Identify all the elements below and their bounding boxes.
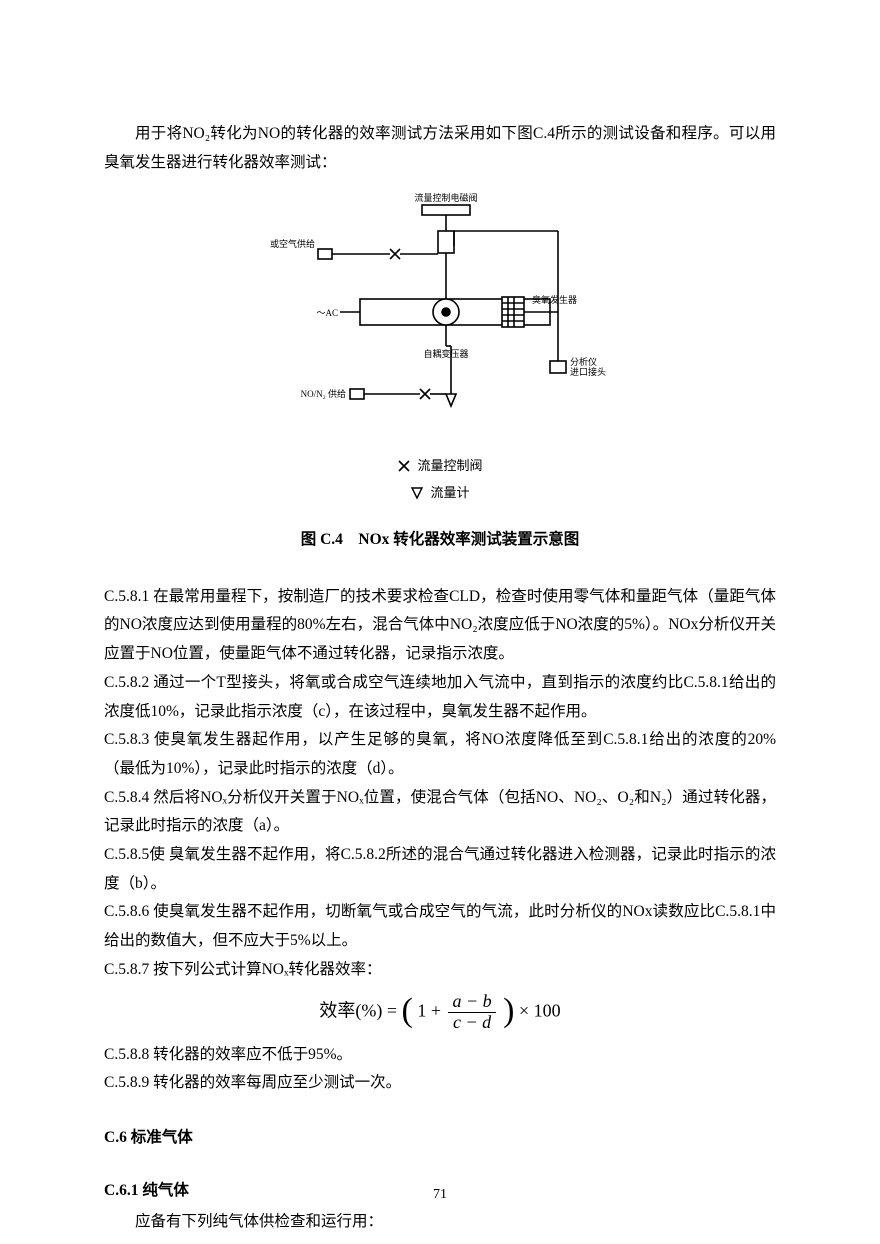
label-analyzer2: 进口接头 <box>570 366 606 377</box>
label-no-supply: NO/N₂ 供给 <box>301 388 346 399</box>
para-c5-8-8: C.5.8.8 转化器的效率应不低于95%。 <box>104 1041 776 1070</box>
legend-valve: 流量控制阀 <box>417 454 482 478</box>
para-c5-8-4: C.5.8.4 然后将NOₓ分析仪开关置于NOₓ位置，使混合气体（包括NO、NO… <box>104 784 776 841</box>
para-c5-8-9: C.5.8.9 转化器的效率每周应至少测试一次。 <box>104 1069 776 1098</box>
label-ac: ～AC <box>316 308 338 318</box>
label-ozone: 臭氧发生器 <box>532 294 577 305</box>
para-c6-1-text: 应备有下列纯气体供检查和运行用： <box>104 1208 776 1237</box>
page-number: 71 <box>0 1182 880 1208</box>
label-left-supply: 氮或空气供给 <box>270 238 315 249</box>
para-c5-8-5: C.5.8.5使 臭氧发生器不起作用，将C.5.8.2所述的混合气通过转化器进入… <box>104 841 776 898</box>
para-c5-8-3: C.5.8.3 使臭氧发生器起作用，以产生足够的臭氧，将NO浓度降低至到C.5.… <box>104 726 776 783</box>
label-analyzer1: 分析仪 <box>570 356 597 367</box>
formula-one: 1 + <box>417 1001 441 1021</box>
para-c5-8-6: C.5.8.6 使臭氧发生器不起作用，切断氧气或合成空气的气流，此时分析仪的NO… <box>104 898 776 955</box>
formula-denominator: c − d <box>448 1013 495 1033</box>
formula-numerator: a − b <box>448 992 495 1013</box>
converter-test-diagram: 流量控制电磁阀 氮或空气供给 ～AC 自耦变压器 臭氧发生器 分析仪 进口接头 … <box>270 191 610 441</box>
diagram-figure: 流量控制电磁阀 氮或空气供给 ～AC 自耦变压器 臭氧发生器 分析仪 进口接头 … <box>104 191 776 508</box>
para-c5-8-2: C.5.8.2 通过一个T型接头，将氧或合成空气连续地加入气流中，直到指示的浓度… <box>104 669 776 726</box>
intro-paragraph: 用于将NO₂转化为NO的转化器的效率测试方法采用如下图C.4所示的测试设备和程序… <box>104 120 776 177</box>
diagram-legend: 流量控制阀 流量计 <box>104 454 776 508</box>
efficiency-formula: 效率(%) = ( 1 + a − b c − d ) × 100 <box>104 992 776 1033</box>
legend-flowmeter: 流量计 <box>430 481 469 505</box>
formula-tail: × 100 <box>519 1001 561 1021</box>
para-c5-8-7-lead: C.5.8.7 按下列公式计算NOₓ转化器效率： <box>104 956 776 985</box>
label-top: 流量控制电磁阀 <box>414 192 477 203</box>
label-transformer: 自耦变压器 <box>423 348 468 359</box>
heading-c6: C.6 标准气体 <box>104 1124 776 1153</box>
para-c5-8-1: C.5.8.1 在最常用量程下，按制造厂的技术要求检查CLD，检查时使用零气体和… <box>104 583 776 669</box>
figure-caption: 图 C.4 NOx 转化器效率测试装置示意图 <box>104 526 776 555</box>
formula-lhs: 效率(%) = <box>319 1001 397 1021</box>
